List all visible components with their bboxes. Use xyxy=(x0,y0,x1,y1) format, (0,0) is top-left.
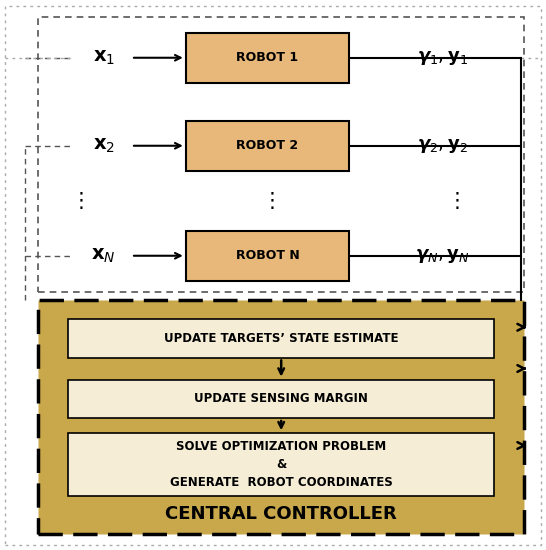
Text: $\mathbf{x}_2$: $\mathbf{x}_2$ xyxy=(93,136,115,155)
FancyBboxPatch shape xyxy=(186,121,349,170)
Text: $\mathbf{x}_1$: $\mathbf{x}_1$ xyxy=(93,48,115,67)
Text: $\vdots$: $\vdots$ xyxy=(261,190,274,211)
FancyBboxPatch shape xyxy=(68,379,494,418)
Text: $\boldsymbol{\gamma}_N, \mathbf{y}_N$: $\boldsymbol{\gamma}_N, \mathbf{y}_N$ xyxy=(415,247,470,265)
Text: $\boldsymbol{\gamma}_1, \mathbf{y}_1$: $\boldsymbol{\gamma}_1, \mathbf{y}_1$ xyxy=(417,49,468,67)
Text: $\vdots$: $\vdots$ xyxy=(447,190,460,211)
Text: $\boldsymbol{\gamma}_2, \mathbf{y}_2$: $\boldsymbol{\gamma}_2, \mathbf{y}_2$ xyxy=(417,137,468,155)
Text: CENTRAL CONTROLLER: CENTRAL CONTROLLER xyxy=(165,505,397,523)
Text: UPDATE SENSING MARGIN: UPDATE SENSING MARGIN xyxy=(194,392,368,405)
FancyBboxPatch shape xyxy=(186,231,349,280)
Text: ROBOT N: ROBOT N xyxy=(236,249,299,262)
Text: $\mathbf{x}_N$: $\mathbf{x}_N$ xyxy=(91,246,116,265)
Text: ROBOT 2: ROBOT 2 xyxy=(236,139,299,152)
Text: ROBOT 1: ROBOT 1 xyxy=(236,51,299,64)
Text: SOLVE OPTIMIZATION PROBLEM
&
GENERATE  ROBOT COORDINATES: SOLVE OPTIMIZATION PROBLEM & GENERATE RO… xyxy=(170,440,393,490)
FancyBboxPatch shape xyxy=(186,33,349,82)
FancyBboxPatch shape xyxy=(68,433,494,496)
FancyBboxPatch shape xyxy=(68,319,494,358)
Text: $\vdots$: $\vdots$ xyxy=(70,190,83,211)
Text: UPDATE TARGETS’ STATE ESTIMATE: UPDATE TARGETS’ STATE ESTIMATE xyxy=(164,332,399,345)
FancyBboxPatch shape xyxy=(38,300,524,534)
